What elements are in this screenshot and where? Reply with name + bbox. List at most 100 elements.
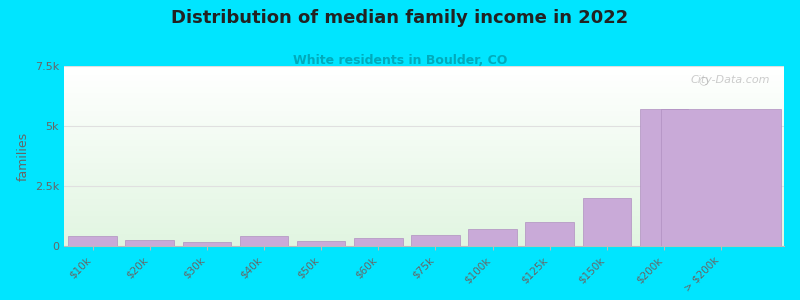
Bar: [64, 66, 784, 67]
Bar: [64, 206, 784, 207]
Bar: [64, 190, 784, 191]
Bar: [354, 238, 402, 246]
Bar: [64, 231, 784, 232]
Bar: [64, 237, 784, 238]
Bar: [661, 109, 781, 246]
Bar: [64, 156, 784, 157]
Bar: [64, 79, 784, 80]
Bar: [64, 183, 784, 184]
Bar: [64, 238, 784, 239]
Bar: [64, 197, 784, 198]
Bar: [582, 198, 631, 246]
Bar: [64, 170, 784, 171]
Bar: [64, 229, 784, 230]
Bar: [64, 105, 784, 106]
Bar: [64, 124, 784, 125]
Bar: [64, 222, 784, 223]
Bar: [64, 89, 784, 90]
Bar: [64, 113, 784, 114]
Bar: [64, 100, 784, 101]
Bar: [64, 77, 784, 78]
Text: White residents in Boulder, CO: White residents in Boulder, CO: [293, 54, 507, 67]
Bar: [64, 230, 784, 231]
Text: City-Data.com: City-Data.com: [690, 75, 770, 85]
Bar: [64, 94, 784, 95]
Bar: [64, 157, 784, 158]
Bar: [64, 118, 784, 119]
Bar: [64, 215, 784, 216]
Bar: [64, 67, 784, 68]
Bar: [64, 112, 784, 113]
Bar: [64, 245, 784, 246]
Bar: [64, 106, 784, 107]
Bar: [64, 227, 784, 228]
Bar: [64, 145, 784, 146]
Bar: [64, 150, 784, 151]
Bar: [64, 96, 784, 97]
Bar: [64, 191, 784, 192]
Bar: [64, 220, 784, 221]
Bar: [64, 123, 784, 124]
Bar: [64, 160, 784, 161]
Bar: [64, 160, 784, 161]
Bar: [64, 110, 784, 111]
Bar: [64, 132, 784, 133]
Bar: [64, 152, 784, 153]
Bar: [64, 225, 784, 226]
Y-axis label: families: families: [16, 131, 30, 181]
Bar: [64, 242, 784, 243]
Bar: [640, 109, 688, 246]
Bar: [64, 107, 784, 108]
Bar: [64, 115, 784, 116]
Bar: [64, 196, 784, 197]
Bar: [64, 163, 784, 164]
Bar: [64, 218, 784, 219]
Bar: [64, 180, 784, 181]
Bar: [64, 70, 784, 71]
Bar: [64, 232, 784, 233]
Bar: [64, 91, 784, 92]
Bar: [64, 208, 784, 209]
Bar: [64, 235, 784, 236]
Bar: [64, 104, 784, 105]
Bar: [126, 240, 174, 246]
Bar: [64, 193, 784, 194]
Bar: [64, 224, 784, 225]
Bar: [64, 97, 784, 98]
Bar: [64, 176, 784, 177]
Bar: [64, 141, 784, 142]
Bar: [64, 194, 784, 195]
Bar: [64, 142, 784, 143]
Bar: [64, 102, 784, 103]
Bar: [64, 103, 784, 104]
Bar: [64, 233, 784, 234]
Bar: [64, 143, 784, 144]
Bar: [64, 204, 784, 205]
Bar: [64, 153, 784, 154]
Bar: [64, 177, 784, 178]
Bar: [64, 154, 784, 155]
Bar: [64, 201, 784, 202]
Bar: [64, 129, 784, 130]
Bar: [64, 164, 784, 165]
Bar: [64, 188, 784, 189]
Bar: [64, 73, 784, 74]
Bar: [64, 195, 784, 196]
Bar: [64, 161, 784, 162]
Bar: [64, 101, 784, 102]
Bar: [64, 173, 784, 174]
Bar: [64, 210, 784, 211]
Bar: [64, 84, 784, 85]
Bar: [64, 174, 784, 175]
Bar: [64, 86, 784, 87]
Bar: [64, 82, 784, 83]
Bar: [64, 140, 784, 141]
Bar: [64, 98, 784, 99]
Bar: [64, 216, 784, 217]
Bar: [64, 117, 784, 118]
Bar: [64, 81, 784, 82]
Bar: [64, 179, 784, 180]
Bar: [64, 93, 784, 94]
Bar: [64, 119, 784, 120]
Bar: [64, 162, 784, 163]
